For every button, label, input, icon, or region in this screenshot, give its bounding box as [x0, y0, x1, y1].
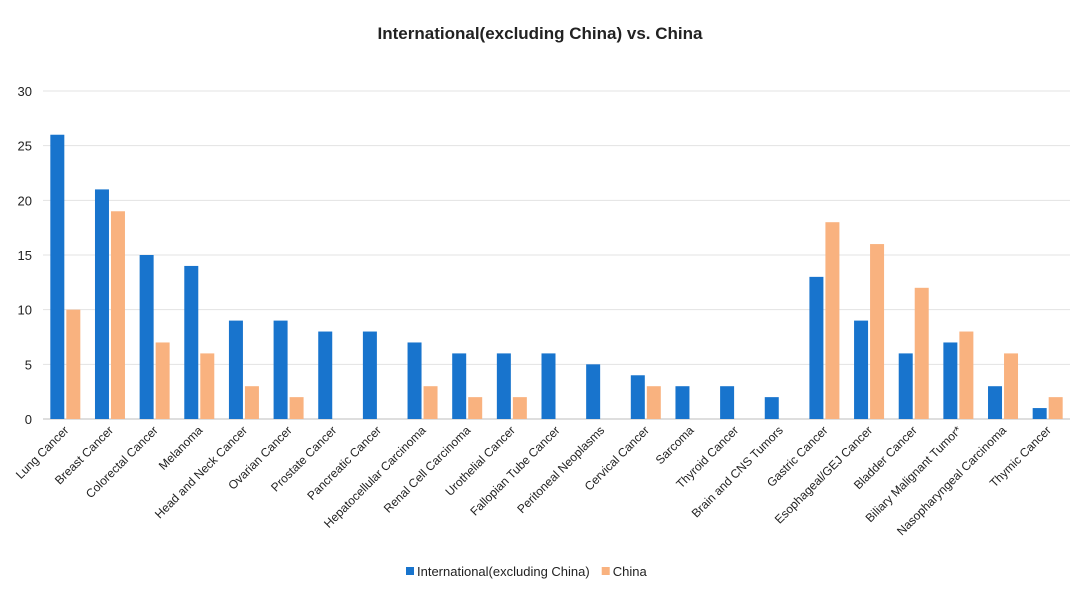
bar-international [764, 397, 779, 419]
bar-china [200, 353, 215, 419]
bar-china [870, 244, 885, 419]
bar-international [228, 320, 243, 419]
x-tick-label: Sarcoma [653, 423, 697, 467]
bar-international [50, 134, 65, 419]
bar-china [155, 342, 170, 419]
legend-label: China [613, 564, 648, 579]
bar-china [244, 386, 259, 419]
y-tick-label: 15 [18, 248, 32, 263]
y-tick-label: 5 [25, 357, 32, 372]
y-tick-label: 10 [18, 303, 32, 318]
bar-china [468, 397, 483, 419]
y-tick-label: 25 [18, 139, 32, 154]
y-tick-label: 0 [25, 412, 32, 427]
legend-swatch [406, 567, 414, 575]
bar-china [914, 287, 929, 419]
bar-china [66, 309, 81, 419]
bar-international [988, 386, 1003, 419]
bar-international [94, 189, 109, 419]
legend-label: International(excluding China) [417, 564, 590, 579]
bar-international [541, 353, 556, 419]
x-tick-label: Renal Cell Carcinoma [381, 423, 474, 516]
bar-china [110, 211, 125, 419]
bar-international [586, 364, 601, 419]
y-tick-label: 30 [18, 84, 32, 99]
bar-china [646, 386, 661, 419]
bar-china [825, 222, 840, 419]
bar-international [809, 276, 824, 419]
bar-china [1004, 353, 1019, 419]
bar-international [496, 353, 511, 419]
bar-international [318, 331, 333, 419]
bar-international [273, 320, 288, 419]
y-tick-label: 20 [18, 193, 32, 208]
bar-international [630, 375, 645, 419]
x-tick-label: Peritoneal Neoplasms [514, 423, 607, 516]
bar-china [512, 397, 527, 419]
x-tick-label: Fallopian Tube Cancer [467, 423, 562, 518]
bar-international [139, 255, 154, 419]
bar-international [1032, 408, 1047, 419]
bar-china [959, 331, 974, 419]
bar-international [854, 320, 869, 419]
bar-china [1048, 397, 1063, 419]
legend-swatch [601, 567, 610, 575]
bar-international [943, 342, 958, 419]
bar-international [407, 342, 422, 419]
chart-title: International(excluding China) vs. China [377, 24, 703, 43]
bar-china [289, 397, 304, 419]
bar-international [452, 353, 467, 419]
bar-china [423, 386, 438, 419]
bar-international [720, 386, 735, 419]
bar-international [675, 386, 690, 419]
bar-international [184, 265, 199, 419]
bar-international [898, 353, 913, 419]
bar-international [362, 331, 377, 419]
